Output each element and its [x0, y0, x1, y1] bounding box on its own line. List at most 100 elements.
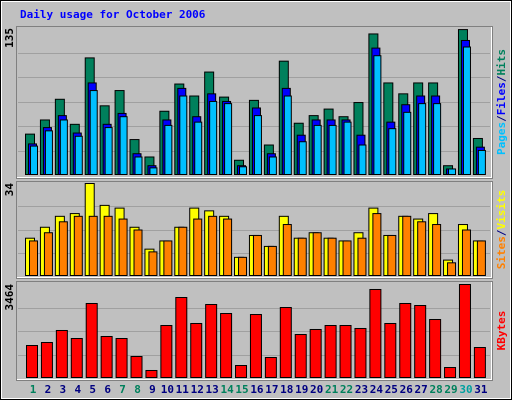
bar: [417, 221, 427, 276]
bar: [26, 345, 38, 379]
bar: [282, 224, 292, 277]
bar: [88, 215, 98, 277]
bar: [418, 103, 427, 175]
legend-separator: /: [495, 75, 508, 82]
bar: [433, 103, 442, 175]
bar: [115, 338, 128, 379]
bar: [388, 128, 397, 176]
legend: Pages/Files/Hits: [495, 49, 508, 155]
x-tick-label: 16: [250, 383, 264, 396]
x-tick-label: 12: [191, 383, 204, 396]
x-tick-label: 15: [235, 383, 248, 396]
bar: [149, 167, 158, 175]
bar: [297, 237, 307, 277]
bar: [30, 145, 38, 176]
legend-entry: Pages: [495, 122, 508, 155]
legend-entry: Sites: [495, 236, 508, 269]
bar: [461, 229, 471, 276]
x-tick-label: 21: [325, 383, 339, 396]
x-tick-label: 17: [265, 383, 278, 396]
bar: [43, 232, 53, 276]
bar: [145, 369, 158, 379]
bar: [58, 221, 68, 276]
bar: [324, 325, 337, 379]
bar: [432, 224, 442, 277]
bar: [403, 111, 412, 175]
x-tick-label: 27: [415, 383, 428, 396]
bar: [264, 356, 277, 378]
bar: [279, 307, 292, 378]
bar: [70, 338, 83, 379]
x-tick-label: 4: [74, 383, 81, 396]
bar: [402, 215, 412, 277]
bar: [40, 341, 53, 378]
x-tick-label: 3: [60, 383, 67, 396]
bar: [178, 226, 188, 277]
x-tick-label: 25: [385, 383, 398, 396]
x-tick-label: 28: [429, 383, 442, 396]
x-tick-label: 29: [444, 383, 457, 396]
legend-separator: /: [495, 229, 508, 236]
x-tick-label: 22: [340, 383, 353, 396]
bar: [164, 124, 173, 175]
bar: [74, 135, 83, 176]
x-tick-label: 26: [400, 383, 414, 396]
x-tick-label: 31: [474, 383, 488, 396]
bar: [160, 325, 173, 379]
bar: [44, 130, 53, 176]
bar: [239, 166, 248, 176]
bar: [267, 245, 277, 276]
bar: [294, 334, 307, 378]
legend: Sites/Visits: [495, 190, 508, 270]
y-tick-label: 34: [3, 183, 16, 197]
x-tick-label: 6: [104, 383, 111, 396]
bar: [249, 314, 262, 378]
bar: [59, 119, 68, 175]
legend-entry: Hits: [495, 49, 508, 76]
x-tick-label: 19: [295, 383, 308, 396]
x-tick-label: 18: [280, 383, 293, 396]
bar: [313, 124, 322, 175]
bar: [372, 213, 382, 277]
bar: [429, 319, 442, 378]
bar: [89, 90, 98, 175]
x-tick-label: 2: [45, 383, 52, 396]
bar: [298, 141, 307, 175]
bar: [312, 232, 322, 276]
bar: [100, 335, 113, 378]
bar: [205, 303, 218, 378]
bar: [253, 115, 262, 176]
bar: [104, 127, 113, 175]
bar: [238, 256, 248, 276]
bar: [130, 355, 143, 378]
bar: [462, 46, 471, 176]
bar: [342, 240, 352, 276]
bar: [73, 215, 83, 277]
x-tick-label: 24: [370, 383, 384, 396]
bar: [384, 322, 397, 379]
bar: [235, 365, 248, 379]
bar: [444, 367, 457, 379]
bar: [134, 156, 143, 176]
x-tick-label: 11: [176, 383, 190, 396]
legend-separator: /: [495, 115, 508, 122]
bar: [268, 156, 277, 176]
bar: [29, 240, 38, 276]
bar: [133, 229, 143, 276]
bar: [208, 215, 218, 277]
bar: [358, 144, 367, 175]
bar: [357, 237, 367, 277]
bar: [85, 302, 98, 379]
legend-entry: Visits: [495, 190, 508, 230]
x-tick-label: 20: [310, 383, 323, 396]
x-tick-label: 9: [149, 383, 156, 396]
legend-entry: KBytes: [495, 311, 508, 351]
bar: [339, 325, 352, 379]
bar: [190, 322, 203, 379]
bar: [414, 305, 427, 379]
y-tick-label: 3464: [3, 284, 16, 311]
x-tick-label: 10: [161, 383, 174, 396]
bar: [118, 218, 128, 276]
bar: [224, 103, 233, 175]
